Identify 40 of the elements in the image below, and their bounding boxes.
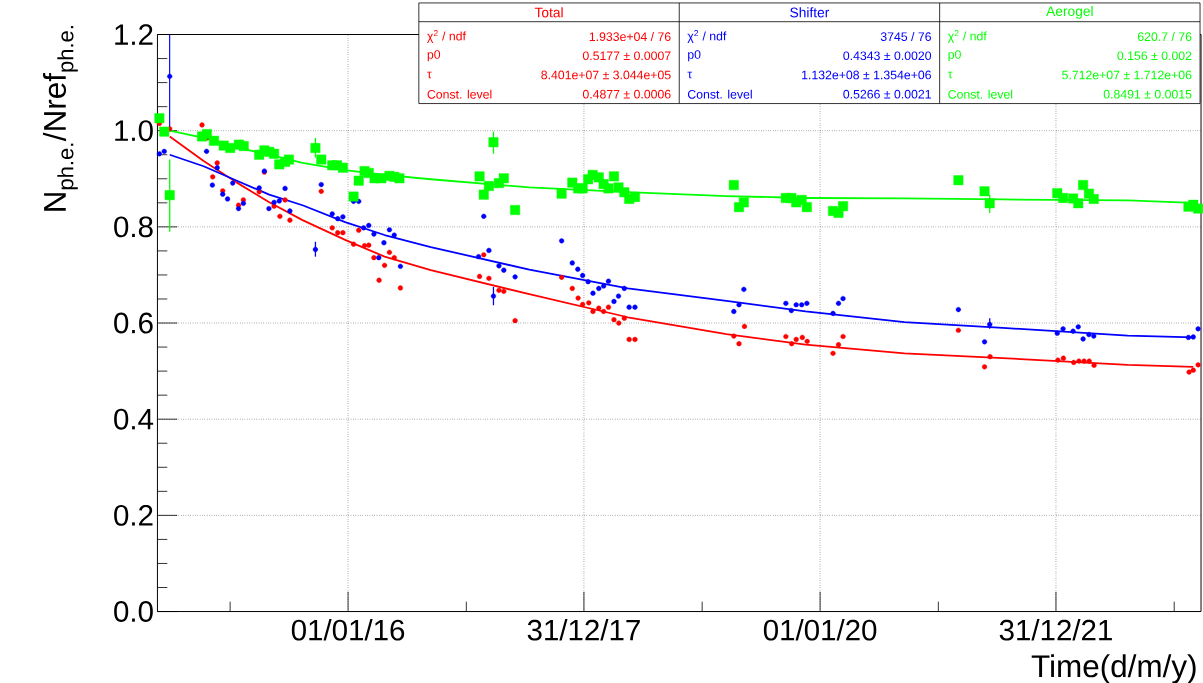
text: Aerogel (1046, 6, 1093, 19)
annotation: p0 (948, 50, 961, 62)
y-tick-label: 0.4 (114, 408, 154, 430)
annotation: τ (427, 71, 432, 79)
annotation: τ (687, 71, 693, 79)
annotation: 620.7 / 76 (1137, 32, 1192, 42)
annotation: 1.933e+04 / 76 (589, 32, 671, 42)
text: Shifter (790, 7, 830, 18)
y-tick-label: 0.2 (114, 505, 153, 527)
annotation: 3745 / 76 (880, 32, 931, 42)
annotation: τ (947, 71, 953, 79)
annotation: 0.8491 ± 0.0015 (1103, 90, 1192, 99)
annotation: 5.712e+07 ± 1.712e+06 (1062, 70, 1192, 80)
annotation: 0.5266 ± 0.0021 (843, 90, 931, 99)
annotation: χ$^{2}$ / ndf (687, 30, 727, 44)
y-tick-label: 0.8 (114, 216, 153, 238)
x-tick-label: 01/01/20 (763, 619, 877, 641)
x-tick-label: 31/12/17 (527, 619, 640, 641)
annotation: χ$^{2}$ / ndf (427, 30, 466, 44)
annotation: 1.132e+08 ± 1.354e+06 (802, 70, 931, 80)
annotation: Const. level (948, 89, 1013, 99)
y-tick-label: 1.0 (115, 120, 153, 142)
y-tick-label: 1.2 (115, 24, 153, 46)
text: Total (534, 7, 563, 18)
annotation: p0 (688, 50, 701, 62)
x-tick-label: 01/01/16 (291, 619, 405, 641)
annotation: 0.156 ± 0.002 (1117, 51, 1192, 61)
annotation: Const. level (427, 89, 492, 99)
x-tick-label: 31/12/21 (999, 619, 1112, 641)
y-tick-label: 0.0 (114, 601, 153, 623)
y-tick-label: 0.6 (114, 312, 153, 334)
annotation: Const. level (687, 89, 752, 99)
annotation: χ$^{2}$ / ndf (947, 30, 987, 44)
annotation: 8.401e+07 ± 3.044e+05 (541, 70, 671, 80)
y-axis-title: N$_{ph.e.}$/Nref$_{ph.e.}$ (42, 26, 78, 211)
x-axis-title: Time(d/m/y) (1031, 654, 1196, 683)
annotation: 0.4343 ± 0.0020 (843, 51, 932, 61)
annotation: 0.4877 ± 0.0006 (582, 90, 671, 99)
annotation: 0.5177 ± 0.0007 (582, 51, 671, 61)
annotation: p0 (427, 50, 441, 62)
